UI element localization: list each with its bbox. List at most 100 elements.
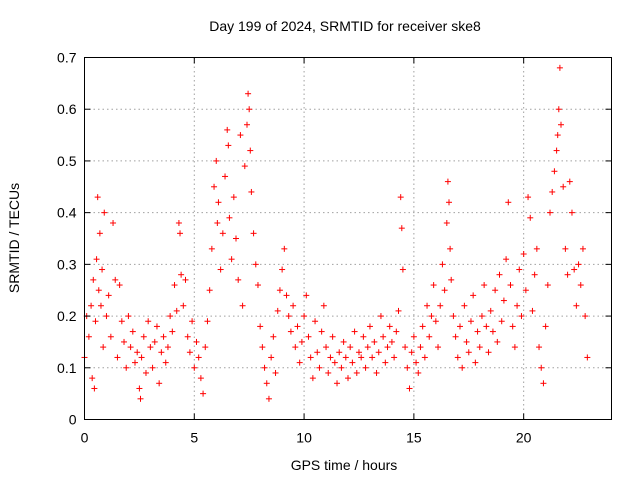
data-point	[158, 349, 165, 356]
data-point	[393, 328, 400, 335]
data-point	[254, 282, 261, 289]
data-point	[103, 313, 110, 320]
data-point	[399, 266, 406, 273]
data-point	[327, 354, 334, 361]
data-point	[424, 302, 431, 309]
data-point	[142, 369, 149, 376]
data-point	[404, 364, 411, 371]
data-point	[410, 333, 417, 340]
data-point	[571, 266, 578, 273]
data-point	[241, 163, 248, 170]
data-point	[503, 256, 510, 263]
data-point	[323, 344, 330, 351]
data-point	[94, 194, 101, 201]
data-point	[314, 349, 321, 356]
data-point	[450, 313, 457, 320]
data-point	[261, 364, 268, 371]
data-point	[296, 359, 303, 366]
data-point	[485, 349, 492, 356]
data-point	[562, 245, 569, 252]
data-point	[536, 344, 543, 351]
data-point	[283, 292, 290, 299]
data-point	[101, 209, 108, 216]
data-point	[417, 344, 424, 351]
data-point	[245, 90, 252, 97]
data-point	[402, 344, 409, 351]
data-point	[110, 219, 117, 226]
x-tick-label: 15	[406, 430, 422, 446]
data-point	[351, 328, 358, 335]
data-point	[447, 245, 454, 252]
data-point	[312, 318, 319, 325]
data-point	[118, 318, 125, 325]
data-point	[287, 328, 294, 335]
data-point	[257, 323, 264, 330]
data-point	[228, 256, 235, 263]
data-point	[318, 328, 325, 335]
data-point	[364, 344, 371, 351]
data-point	[167, 313, 174, 320]
data-point	[272, 369, 279, 376]
y-tick-label: 0.6	[57, 101, 77, 117]
data-point	[397, 194, 404, 201]
data-point	[100, 344, 107, 351]
data-point	[369, 354, 376, 361]
data-point	[386, 323, 393, 330]
data-point	[463, 338, 470, 345]
y-tick-label: 0.4	[57, 205, 77, 221]
data-point	[489, 328, 496, 335]
data-point	[213, 157, 220, 164]
data-point	[222, 173, 229, 180]
data-point	[382, 359, 389, 366]
data-point	[136, 385, 143, 392]
data-point	[456, 323, 463, 330]
data-point	[90, 276, 97, 283]
data-point	[430, 282, 437, 289]
data-point	[89, 375, 96, 382]
data-point	[224, 126, 231, 133]
data-point	[206, 287, 213, 294]
data-point	[547, 209, 554, 216]
data-point	[459, 364, 466, 371]
data-point	[340, 338, 347, 345]
data-point	[566, 178, 573, 185]
data-point	[533, 245, 540, 252]
data-point	[529, 307, 536, 314]
data-point	[325, 369, 332, 376]
data-point	[391, 354, 398, 361]
chart-title: Day 199 of 2024, SRMTID for receiver ske…	[209, 18, 481, 34]
data-point	[208, 245, 215, 252]
data-point	[507, 282, 514, 289]
data-point	[441, 287, 448, 294]
x-tick-label: 0	[81, 430, 89, 446]
data-point	[358, 354, 365, 361]
data-points	[81, 64, 591, 402]
data-point	[193, 338, 200, 345]
data-point	[371, 338, 378, 345]
data-point	[305, 333, 312, 340]
data-point	[184, 333, 191, 340]
data-point	[252, 261, 259, 268]
data-point	[518, 313, 525, 320]
data-point	[435, 344, 442, 351]
data-point	[439, 261, 446, 268]
data-point	[426, 333, 433, 340]
data-point	[461, 302, 468, 309]
data-point	[250, 230, 257, 237]
data-point	[215, 199, 222, 206]
data-point	[500, 297, 507, 304]
data-point	[329, 333, 336, 340]
data-point	[137, 395, 144, 402]
data-point	[162, 359, 169, 366]
data-point	[214, 219, 221, 226]
data-point	[195, 354, 202, 361]
data-point	[177, 230, 184, 237]
data-point	[93, 256, 100, 263]
data-point	[377, 313, 384, 320]
data-point	[116, 282, 123, 289]
data-point	[514, 302, 521, 309]
data-point	[107, 333, 114, 340]
data-point	[406, 385, 413, 392]
data-point	[380, 333, 387, 340]
data-point	[465, 349, 472, 356]
